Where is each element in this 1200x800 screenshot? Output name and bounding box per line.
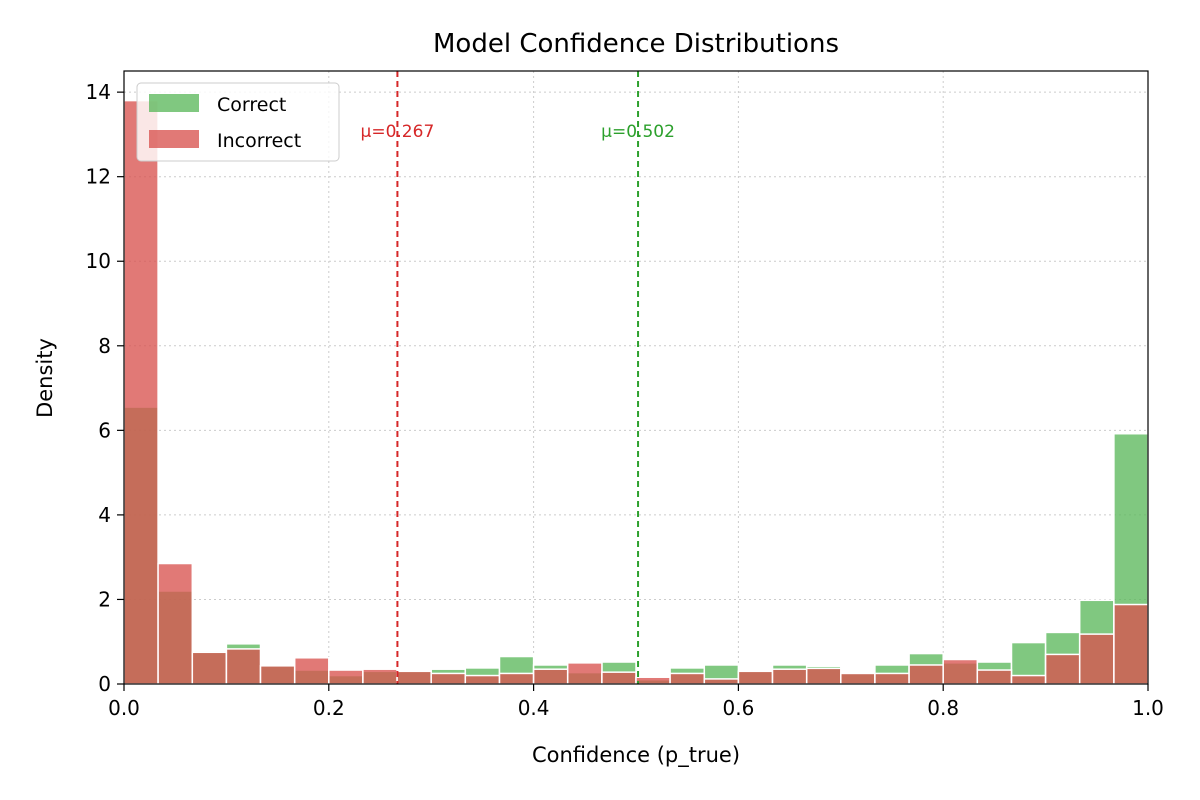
chart-legend: Correct Incorrect — [136, 82, 340, 162]
incorrect-bar — [123, 99, 159, 685]
chart-title: Model Confidence Distributions — [433, 29, 839, 59]
incorrect-bar — [908, 664, 944, 685]
incorrect-bar — [259, 665, 296, 685]
incorrect-bar — [601, 671, 637, 685]
incorrect-bar — [191, 651, 228, 685]
incorrect-bar — [328, 669, 364, 685]
incorrect-bar — [669, 672, 706, 685]
x-axis-label: Confidence (p_true) — [532, 743, 740, 768]
legend-label-correct: Correct — [217, 94, 286, 116]
incorrect-bar — [362, 668, 398, 685]
incorrect-bar — [430, 672, 467, 685]
incorrect-bar — [1010, 674, 1047, 685]
y-tick-label: 14 — [86, 80, 111, 104]
legend-swatch-correct — [149, 94, 199, 112]
legend-label-incorrect: Incorrect — [217, 130, 301, 152]
legend-swatch-incorrect — [149, 130, 199, 148]
mean-lines: μ=0.267 μ=0.502 — [361, 71, 675, 684]
incorrect-bar — [1113, 603, 1149, 685]
y-tick-label: 6 — [98, 418, 111, 442]
y-axis-ticks: 0 2 4 6 8 10 12 14 — [86, 80, 124, 696]
incorrect-bar — [840, 672, 876, 685]
mean-label-correct: μ=0.502 — [601, 122, 675, 142]
incorrect-bar — [703, 678, 740, 685]
x-tick-label: 0.2 — [313, 696, 345, 720]
x-tick-label: 0.6 — [722, 696, 754, 720]
incorrect-bar — [293, 657, 330, 685]
incorrect-bar — [635, 676, 671, 685]
y-tick-label: 4 — [98, 503, 111, 527]
y-tick-label: 2 — [98, 587, 111, 611]
incorrect-bar — [942, 658, 979, 685]
incorrect-bar — [464, 674, 501, 685]
incorrect-bar — [157, 562, 194, 685]
y-tick-label: 10 — [86, 249, 111, 273]
x-axis-ticks: 0.0 0.2 0.4 0.6 0.8 1.0 — [108, 684, 1164, 720]
incorrect-bar — [805, 667, 842, 685]
incorrect-bar — [1044, 653, 1081, 685]
incorrect-bar — [874, 672, 910, 685]
incorrect-bar — [498, 672, 535, 685]
incorrect-bar — [532, 668, 569, 685]
y-tick-label: 0 — [98, 672, 111, 696]
x-tick-label: 1.0 — [1132, 696, 1164, 720]
plot-frame — [123, 70, 1149, 685]
x-tick-label: 0.4 — [518, 696, 550, 720]
incorrect-bar — [771, 668, 808, 685]
mean-label-incorrect: μ=0.267 — [361, 122, 435, 142]
y-tick-label: 8 — [98, 334, 111, 358]
incorrect-bar — [976, 669, 1013, 685]
incorrect-bar — [566, 662, 603, 685]
y-axis-label: Density — [33, 338, 57, 418]
incorrect-bar — [737, 670, 774, 685]
incorrect-bar — [1078, 633, 1115, 685]
incorrect-bar — [225, 648, 262, 685]
x-tick-label: 0.0 — [108, 696, 140, 720]
incorrect-bar — [396, 670, 432, 685]
x-tick-label: 0.8 — [927, 696, 959, 720]
y-tick-label: 12 — [86, 165, 111, 189]
